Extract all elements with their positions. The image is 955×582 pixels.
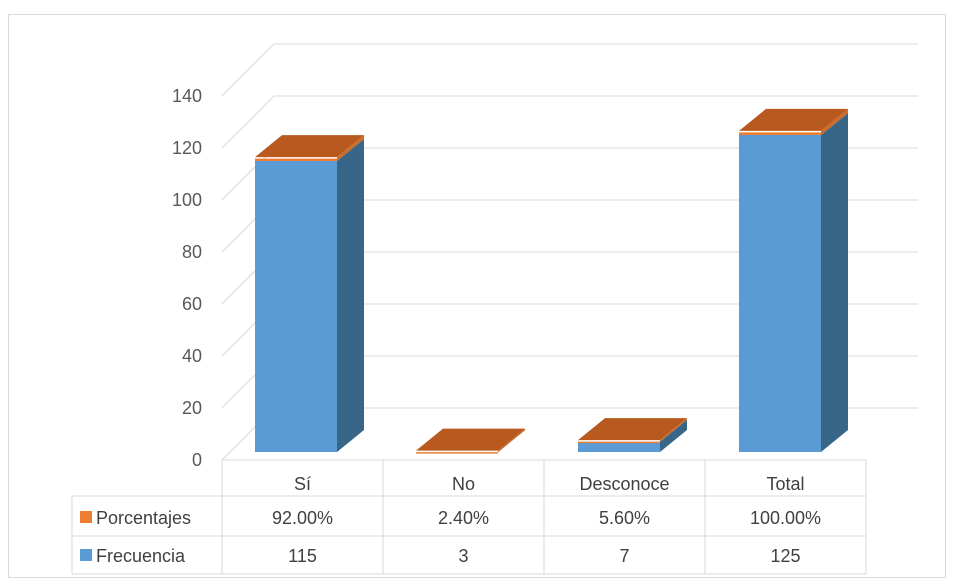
gridline-slant-7 bbox=[221, 43, 275, 97]
data-label-porcentajes: 92.00% bbox=[272, 508, 333, 528]
bar-top-2 bbox=[578, 418, 687, 441]
bar-side-porcentajes-0 bbox=[337, 135, 364, 161]
gridline-slant-6 bbox=[221, 95, 275, 149]
bar-porcentajes-0 bbox=[255, 158, 337, 161]
data-table: Sí No Desconoce Total Porcentajes 92.00% 2.40%… bbox=[71, 459, 867, 575]
y-axis-tick-labels: 0 20 40 60 80 100 120 140 bbox=[172, 86, 202, 470]
bar-top-1 bbox=[416, 428, 525, 451]
data-label-frecuencia: 115 bbox=[288, 546, 317, 566]
y-tick-label: 80 bbox=[182, 242, 202, 262]
bar-frecuencia-0 bbox=[255, 161, 337, 452]
y-tick-label: 140 bbox=[172, 86, 202, 106]
bar-side-porcentajes-1 bbox=[498, 428, 525, 453]
bars bbox=[255, 108, 848, 454]
y-tick-label: 120 bbox=[172, 138, 202, 158]
y-tick-label: 60 bbox=[182, 294, 202, 314]
bar-side-frecuencia-3 bbox=[821, 113, 848, 452]
data-label-porcentajes: 100.00% bbox=[750, 508, 821, 528]
bar-side-porcentajes-2 bbox=[660, 418, 687, 442]
y-tick-label: 20 bbox=[182, 398, 202, 418]
data-label-frecuencia: 3 bbox=[458, 546, 468, 566]
x-category-label: Desconoce bbox=[579, 474, 669, 494]
x-category-label: No bbox=[452, 474, 475, 494]
bar-porcentajes-1 bbox=[416, 452, 498, 454]
bar-side-porcentajes-3 bbox=[821, 108, 848, 135]
legend-key-porcentajes bbox=[80, 511, 92, 523]
legend-key-frecuencia bbox=[80, 549, 92, 561]
bar-top-3 bbox=[739, 108, 848, 131]
x-category-label: Total bbox=[766, 474, 804, 494]
data-label-frecuencia: 125 bbox=[770, 546, 800, 566]
data-label-porcentajes: 5.60% bbox=[599, 508, 650, 528]
y-tick-label: 100 bbox=[172, 190, 202, 210]
bar-side-frecuencia-0 bbox=[337, 139, 364, 452]
bar-frecuencia-3 bbox=[739, 135, 821, 452]
y-tick-label: 0 bbox=[192, 450, 202, 470]
x-category-label: Sí bbox=[294, 474, 311, 494]
bar-porcentajes-2 bbox=[578, 441, 660, 444]
bar-side-frecuencia-2 bbox=[660, 419, 687, 452]
bar-frecuencia-2 bbox=[578, 441, 660, 452]
legend-label-porcentajes: Porcentajes bbox=[96, 508, 191, 528]
bar-top-0 bbox=[255, 135, 364, 158]
data-label-porcentajes: 2.40% bbox=[438, 508, 489, 528]
chart-frame bbox=[8, 14, 946, 578]
bar-porcentajes-3 bbox=[739, 132, 821, 135]
legend-label-frecuencia: Frecuencia bbox=[96, 546, 186, 566]
data-label-frecuencia: 7 bbox=[619, 546, 629, 566]
y-tick-label: 40 bbox=[182, 346, 202, 366]
